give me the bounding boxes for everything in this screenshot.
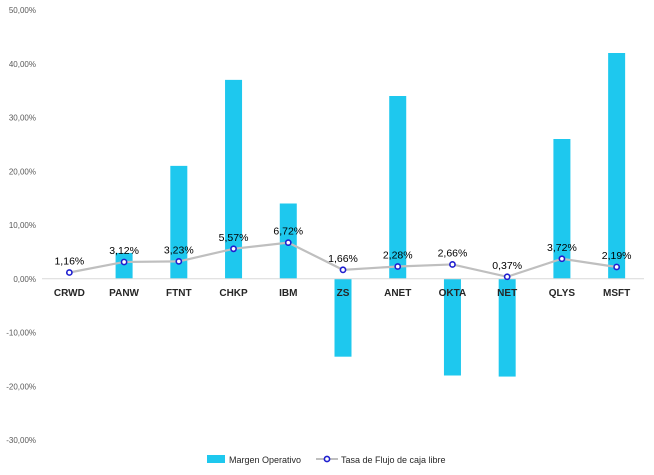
data-label: 5,57%: [219, 232, 249, 244]
x-tick-label: QLYS: [549, 288, 576, 299]
x-tick-label: NET: [497, 288, 517, 299]
data-label: 2,28%: [383, 249, 413, 261]
y-tick-label: 40,00%: [9, 60, 36, 69]
line-marker: [230, 245, 237, 253]
legend-label-bar: Margen Operativo: [229, 455, 301, 465]
y-tick-label: -30,00%: [6, 436, 36, 445]
line-marker: [339, 266, 347, 274]
line-marker: [613, 263, 621, 271]
y-tick-label: 0,00%: [13, 275, 36, 284]
line-marker: [503, 273, 511, 281]
x-tick-label: CRWD: [54, 288, 85, 299]
x-tick-label: MSFT: [603, 288, 630, 299]
data-label: 0,37%: [492, 260, 522, 272]
y-tick-label: 20,00%: [9, 167, 36, 176]
bar: [334, 278, 352, 357]
bar: [389, 96, 407, 279]
line-marker: [558, 255, 566, 263]
data-label: 3,72%: [547, 242, 577, 254]
line-marker: [175, 257, 183, 265]
line-marker: [394, 263, 402, 270]
legend-swatch-marker: [323, 455, 331, 463]
bars-group: [115, 53, 626, 377]
data-label: 1,66%: [328, 253, 358, 265]
data-labels: 1,16% 3,12% 3,23% 5,57% 6,72% 1,66% 2,28% 2,66%…: [54, 226, 631, 272]
y-tick-label: -20,00%: [6, 382, 36, 391]
y-tick-label: 30,00%: [9, 114, 36, 123]
line-marker: [65, 269, 73, 276]
bar: [115, 252, 133, 279]
x-tick-label: ZS: [337, 288, 350, 299]
y-tick-label: 10,00%: [9, 221, 36, 230]
y-tick-label: 50,00%: [9, 6, 36, 15]
bar: [443, 278, 461, 376]
x-tick-label: FTNT: [166, 288, 192, 299]
legend: Margen Operativo Tasa de Flujo de caja li…: [207, 455, 446, 465]
bar: [225, 79, 243, 279]
line-series-group: [65, 239, 621, 281]
x-tick-label: PANW: [109, 288, 139, 299]
y-axis: 50,00% 40,00% 30,00% 20,00% 10,00% 0,00% -10,0…: [6, 6, 36, 445]
bar: [553, 139, 571, 279]
y-tick-label: -10,00%: [6, 329, 36, 338]
line-marker: [284, 239, 292, 247]
data-label: 3,12%: [109, 245, 139, 257]
category-labels: CRWD PANW FTNT CHKP IBM ZS ANET OKTA NET QLYS MSFT: [54, 288, 630, 299]
line-marker: [120, 258, 128, 266]
legend-label-line: Tasa de Flujo de caja libre: [341, 455, 446, 465]
x-tick-label: OKTA: [439, 288, 467, 299]
data-label: 2,66%: [438, 247, 468, 259]
line-marker: [449, 261, 456, 268]
data-label: 1,16%: [54, 256, 84, 268]
bar: [608, 53, 626, 279]
x-tick-label: IBM: [279, 288, 297, 299]
data-label: 3,23%: [164, 244, 194, 256]
legend-swatch-bar: [207, 455, 225, 463]
x-tick-label: ANET: [384, 288, 411, 299]
data-label: 6,72%: [273, 226, 303, 238]
bar: [170, 165, 188, 279]
bar: [498, 278, 516, 377]
x-tick-label: CHKP: [219, 288, 248, 299]
data-label: 2,19%: [602, 250, 632, 262]
